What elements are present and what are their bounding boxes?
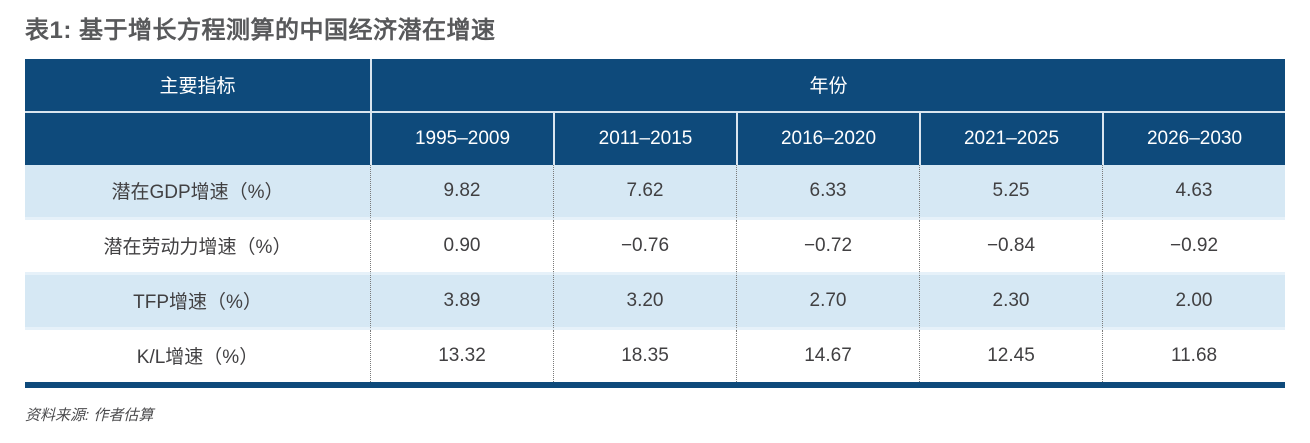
cell-value: 2.70	[736, 271, 919, 330]
cell-value: −0.84	[919, 219, 1102, 272]
cell-value: 5.25	[919, 164, 1102, 220]
row-label: K/L增速（%）	[25, 329, 370, 382]
cell-value: 0.90	[370, 219, 553, 272]
table-bottom-rule	[25, 381, 1285, 388]
table-body: 潜在GDP增速（%） 9.82 7.62 6.33 5.25 4.63 潜在劳动…	[25, 164, 1286, 382]
table-row: TFP增速（%） 3.89 3.20 2.70 2.30 2.00	[25, 271, 1286, 330]
cell-value: 9.82	[370, 164, 553, 220]
table-title: 表1: 基于增长方程测算的中国经济潜在增速	[25, 17, 496, 44]
cell-value: 3.20	[553, 271, 736, 330]
header-row-group: 主要指标 年份	[25, 58, 1286, 111]
cell-value: 13.32	[370, 329, 553, 382]
table-row: 潜在GDP增速（%） 9.82 7.62 6.33 5.25 4.63	[25, 164, 1286, 220]
cell-value: 2.30	[919, 271, 1102, 330]
row-label: 潜在劳动力增速（%）	[25, 219, 370, 272]
cell-value: −0.72	[736, 219, 919, 272]
cell-value: 7.62	[553, 164, 736, 220]
column-header: 2021–2025	[919, 110, 1102, 165]
cell-value: 3.89	[370, 271, 553, 330]
corner-empty-cell	[25, 110, 370, 165]
column-header: 2026–2030	[1102, 110, 1286, 165]
year-group-header-cell: 年份	[370, 58, 1286, 111]
cell-value: −0.76	[553, 219, 736, 272]
cell-value: 12.45	[919, 329, 1102, 382]
cell-value: 18.35	[553, 329, 736, 382]
table-row: K/L增速（%） 13.32 18.35 14.67 12.45 11.68	[25, 329, 1286, 382]
cell-value: 11.68	[1102, 329, 1286, 382]
report-table-section: 表1: 基于增长方程测算的中国经济潜在增速 主要指标 年份 1995–2009 …	[25, 17, 1286, 424]
row-label: 潜在GDP增速（%）	[25, 164, 370, 220]
table-row: 潜在劳动力增速（%） 0.90 −0.76 −0.72 −0.84 −0.92	[25, 219, 1286, 272]
cell-value: 4.63	[1102, 164, 1286, 220]
cell-value: 6.33	[736, 164, 919, 220]
header-row-periods: 1995–2009 2011–2015 2016–2020 2021–2025 …	[25, 110, 1286, 165]
column-header: 2011–2015	[553, 110, 736, 165]
column-header: 1995–2009	[370, 110, 553, 165]
cell-value: 14.67	[736, 329, 919, 382]
source-note: 资料来源: 作者估算	[25, 406, 154, 424]
cell-value: 2.00	[1102, 271, 1286, 330]
table-header: 主要指标 年份 1995–2009 2011–2015 2016–2020 20…	[25, 58, 1286, 165]
column-header: 2016–2020	[736, 110, 919, 165]
potential-growth-table: 主要指标 年份 1995–2009 2011–2015 2016–2020 20…	[25, 58, 1286, 382]
row-label: TFP增速（%）	[25, 271, 370, 330]
cell-value: −0.92	[1102, 219, 1286, 272]
corner-header-cell: 主要指标	[25, 58, 370, 111]
